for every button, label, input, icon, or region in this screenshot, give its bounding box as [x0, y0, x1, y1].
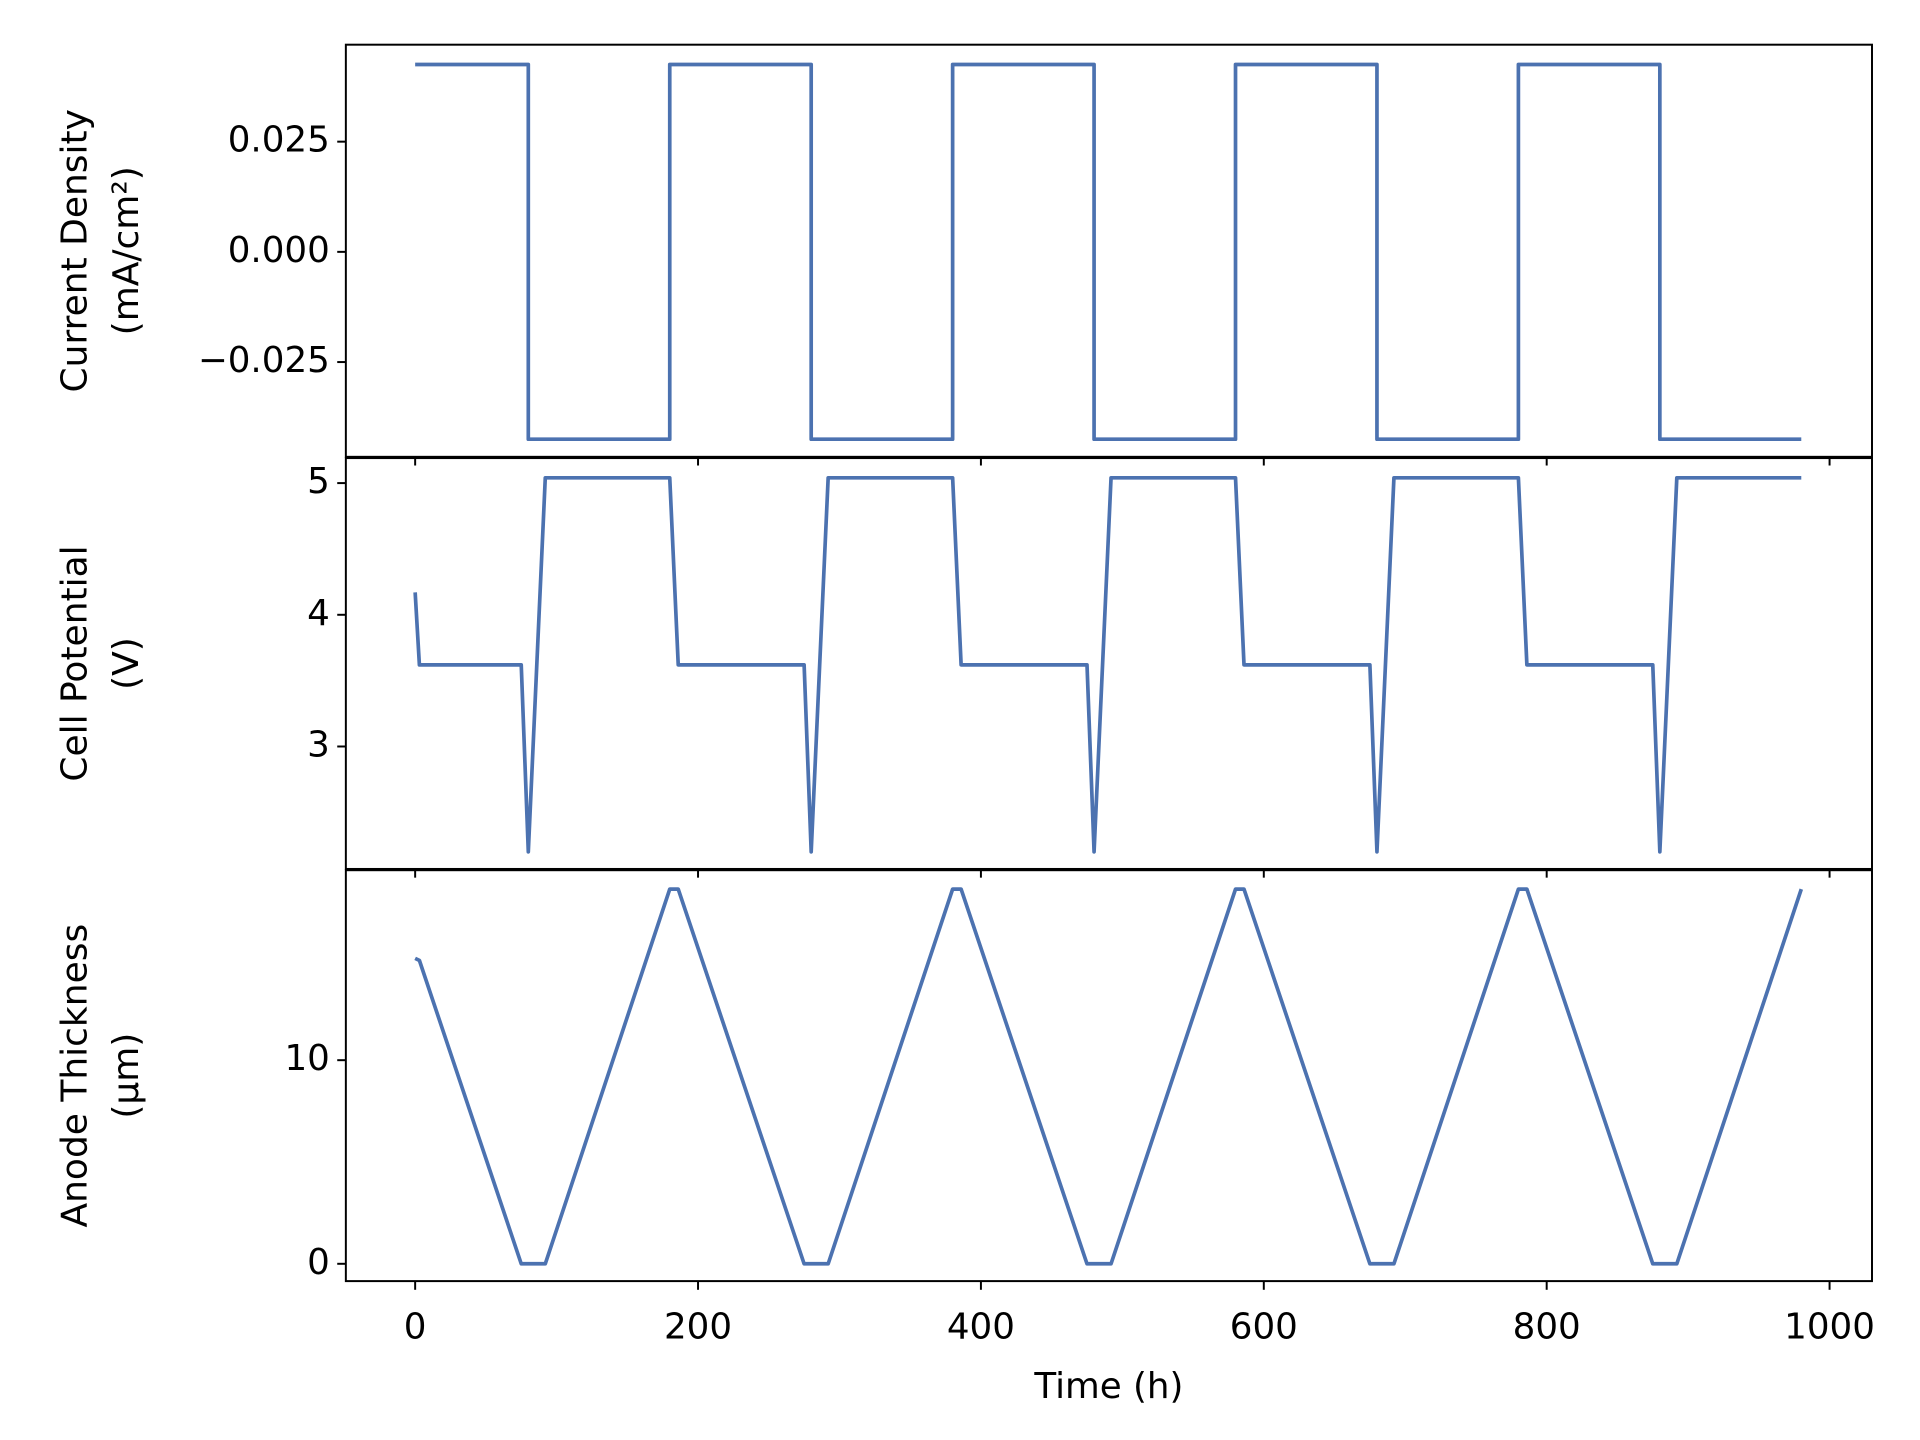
- data-line: [415, 62, 1802, 442]
- y-axis-label: (mA/cm²): [106, 166, 147, 335]
- y-tick-label: 3: [307, 724, 330, 765]
- y-axis-label: Anode Thickness: [54, 924, 95, 1228]
- plot-frame: [344, 43, 1873, 458]
- y-tick-label: 10: [284, 1038, 329, 1079]
- y-axis-label: Current Density: [54, 109, 95, 392]
- y-axis-label: Cell Potential: [54, 545, 95, 781]
- data-line: [413, 475, 1802, 854]
- y-axis-label: (V): [106, 637, 147, 690]
- y-tick-label: 0.025: [228, 120, 330, 161]
- x-tick-label: 1000: [1784, 1306, 1875, 1347]
- y-tick-label: 0: [307, 1242, 330, 1283]
- plot-frame: [344, 869, 1873, 1283]
- x-tick-label: 600: [1230, 1306, 1298, 1347]
- x-tick-label: 0: [404, 1306, 427, 1347]
- y-tick-label: 5: [307, 461, 330, 502]
- data-line: [414, 887, 1804, 1266]
- y-tick-label: −0.025: [198, 340, 330, 381]
- x-tick-label: 400: [947, 1306, 1015, 1347]
- y-axis-label: (μm): [106, 1033, 147, 1119]
- plot-frame: [344, 457, 1873, 870]
- x-axis-label: Time (h): [1033, 1366, 1183, 1407]
- x-tick-label: 200: [664, 1306, 732, 1347]
- y-tick-label: 0.000: [228, 230, 330, 271]
- x-tick-label: 800: [1513, 1306, 1581, 1347]
- y-tick-label: 4: [307, 593, 330, 634]
